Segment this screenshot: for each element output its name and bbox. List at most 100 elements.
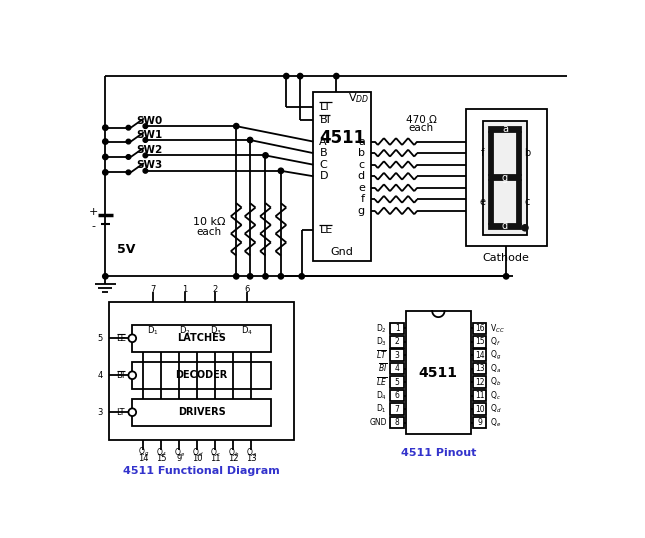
Text: 16: 16: [475, 324, 484, 333]
Text: Q$_a$: Q$_a$: [490, 363, 501, 375]
Text: 6: 6: [395, 391, 400, 400]
Text: D$_1$: D$_1$: [147, 325, 159, 337]
Circle shape: [128, 371, 136, 379]
Text: c: c: [524, 197, 530, 207]
Text: LATCHES: LATCHES: [177, 334, 226, 343]
Text: 10 kΩ: 10 kΩ: [193, 217, 226, 228]
Circle shape: [128, 408, 136, 416]
Circle shape: [233, 123, 239, 129]
Circle shape: [103, 274, 108, 279]
Text: Q$_e$: Q$_e$: [174, 447, 185, 459]
Bar: [390, 417, 404, 428]
Bar: [390, 350, 404, 361]
Circle shape: [263, 153, 268, 158]
Bar: [132, 362, 271, 389]
Text: $\overline{LT}$: $\overline{LT}$: [376, 349, 387, 362]
Text: LE: LE: [116, 334, 126, 343]
Text: $\overline{BI}$: $\overline{BI}$: [378, 363, 387, 375]
Text: 5: 5: [395, 378, 400, 387]
Text: d: d: [358, 171, 365, 181]
Bar: [473, 417, 486, 428]
Text: each: each: [197, 228, 222, 237]
Text: b: b: [358, 148, 365, 158]
Text: 4511: 4511: [419, 365, 458, 380]
Circle shape: [333, 73, 339, 79]
Text: e: e: [358, 183, 365, 193]
Circle shape: [126, 154, 131, 159]
Text: 9: 9: [477, 418, 482, 427]
Bar: [473, 336, 486, 348]
Circle shape: [278, 274, 284, 279]
Text: D$_1$: D$_1$: [376, 403, 387, 415]
Text: D$_3$: D$_3$: [210, 325, 221, 337]
Text: 8: 8: [395, 418, 399, 427]
Circle shape: [103, 139, 108, 144]
Text: $\overline{LE}$: $\overline{LE}$: [376, 376, 387, 388]
Text: 3: 3: [395, 351, 400, 360]
Circle shape: [128, 335, 136, 342]
Text: 14: 14: [138, 454, 148, 463]
Bar: [132, 325, 271, 352]
Text: D$_4$: D$_4$: [241, 325, 253, 337]
Text: +: +: [88, 208, 97, 217]
Text: 470 Ω: 470 Ω: [406, 115, 437, 125]
Text: Q$_g$: Q$_g$: [490, 349, 501, 362]
Text: D: D: [319, 171, 328, 181]
Bar: [390, 404, 404, 415]
Text: SW2: SW2: [136, 145, 163, 155]
Text: D$_2$: D$_2$: [179, 325, 191, 337]
Text: GND: GND: [370, 418, 387, 427]
Circle shape: [248, 137, 253, 143]
Text: LT: LT: [319, 102, 331, 112]
Text: B: B: [319, 148, 327, 158]
Bar: [466, 109, 546, 246]
Circle shape: [103, 169, 108, 175]
Circle shape: [233, 274, 239, 279]
Circle shape: [297, 73, 303, 79]
Circle shape: [263, 274, 268, 279]
Text: Q$_b$: Q$_b$: [228, 447, 239, 459]
Bar: [482, 121, 528, 235]
Bar: [517, 180, 521, 224]
Bar: [489, 175, 521, 180]
Text: a: a: [502, 124, 508, 134]
Text: Q$_c$: Q$_c$: [490, 390, 501, 402]
Text: SW1: SW1: [136, 130, 163, 140]
Text: DRIVERS: DRIVERS: [178, 407, 226, 417]
Text: 10: 10: [475, 405, 484, 414]
Bar: [390, 336, 404, 348]
Circle shape: [143, 124, 148, 129]
Text: BI: BI: [319, 115, 330, 125]
Bar: [473, 322, 486, 334]
Circle shape: [248, 274, 253, 279]
Circle shape: [103, 125, 108, 130]
Text: C: C: [319, 160, 327, 169]
Text: SW0: SW0: [136, 116, 163, 126]
Text: d: d: [502, 221, 508, 231]
Bar: [489, 224, 521, 229]
Text: Q$_a$: Q$_a$: [246, 447, 257, 459]
Text: LT: LT: [117, 408, 125, 417]
Text: each: each: [408, 123, 433, 133]
Text: D$_4$: D$_4$: [376, 390, 387, 402]
Text: 13: 13: [246, 454, 257, 463]
Text: 12: 12: [228, 454, 239, 463]
Text: D$_2$: D$_2$: [376, 322, 387, 335]
Text: b: b: [524, 148, 530, 159]
Bar: [473, 390, 486, 401]
Circle shape: [522, 225, 528, 231]
Circle shape: [278, 168, 284, 174]
Text: 11: 11: [475, 391, 484, 400]
Bar: [390, 322, 404, 334]
Text: 11: 11: [210, 454, 221, 463]
Bar: [313, 91, 371, 261]
Bar: [390, 363, 404, 374]
Text: 13: 13: [475, 364, 484, 373]
Text: Cathode: Cathode: [482, 253, 530, 263]
Bar: [473, 377, 486, 388]
Text: 7: 7: [395, 405, 400, 414]
Circle shape: [143, 138, 148, 143]
Bar: [406, 311, 471, 434]
Text: -: -: [91, 221, 95, 231]
Text: Q$_c$: Q$_c$: [210, 447, 221, 459]
